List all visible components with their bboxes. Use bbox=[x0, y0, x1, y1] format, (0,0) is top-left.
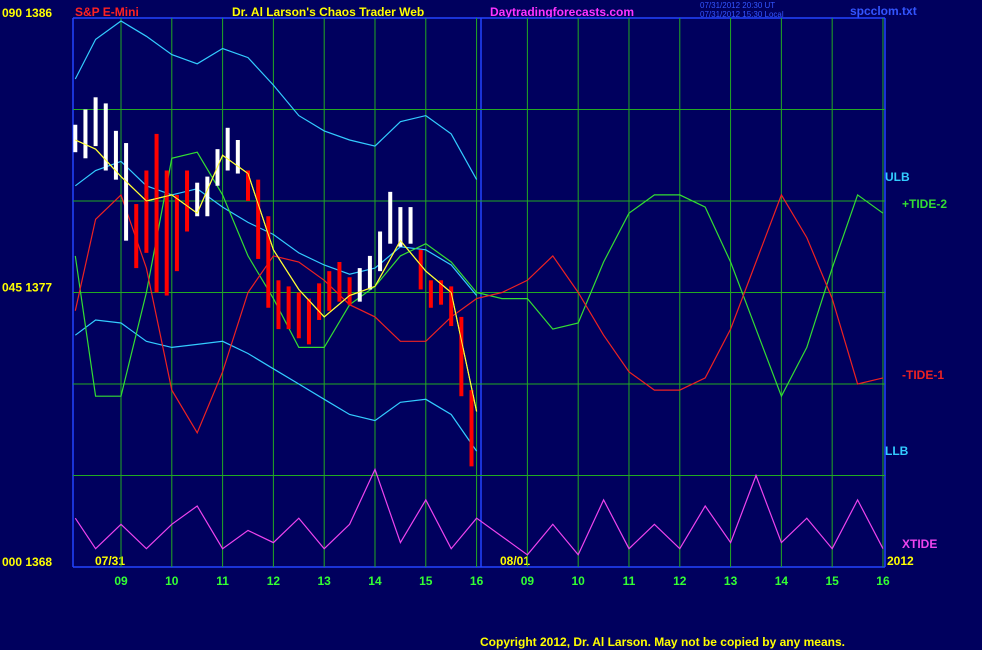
price-bar bbox=[388, 191, 393, 244]
price-bar bbox=[449, 286, 454, 327]
x-tick-label: 12 bbox=[267, 574, 281, 588]
price-bar bbox=[154, 133, 159, 293]
title: Dr. Al Larson's Chaos Trader Web bbox=[232, 5, 424, 19]
x-tick-label: 12 bbox=[673, 574, 687, 588]
x-tick-label: 14 bbox=[368, 574, 382, 588]
series-line bbox=[74, 151, 884, 398]
price-bar bbox=[439, 280, 444, 305]
y-tick-label: 045 1377 bbox=[2, 281, 52, 295]
price-bar bbox=[174, 194, 179, 272]
x-tick-label: 16 bbox=[470, 574, 484, 588]
series-label: +TIDE-2 bbox=[902, 197, 947, 211]
y-tick-label: 090 1386 bbox=[2, 6, 52, 20]
price-bar bbox=[225, 127, 230, 171]
x-tick-label: 13 bbox=[724, 574, 738, 588]
price-bar bbox=[428, 280, 433, 308]
series-label: ULB bbox=[885, 170, 910, 184]
price-bar bbox=[378, 231, 383, 272]
price-bar bbox=[266, 216, 271, 308]
price-bar bbox=[93, 97, 98, 147]
price-bar bbox=[469, 390, 474, 467]
series-line bbox=[74, 467, 884, 556]
x-tick-label: 11 bbox=[216, 574, 229, 588]
series-line bbox=[74, 193, 884, 435]
price-bar bbox=[418, 249, 423, 290]
site: Daytradingforecasts.com bbox=[490, 5, 634, 19]
price-bar bbox=[286, 286, 291, 330]
x-tick-label: 10 bbox=[572, 574, 586, 588]
price-bar bbox=[73, 124, 78, 153]
price-bar bbox=[398, 207, 403, 247]
series-label: -TIDE-1 bbox=[902, 368, 944, 382]
price-bar bbox=[306, 298, 311, 345]
price-bar bbox=[459, 316, 464, 397]
price-bar bbox=[327, 271, 332, 311]
y-tick-label: 000 1368 bbox=[2, 555, 52, 569]
x-tick-label: 15 bbox=[419, 574, 433, 588]
price-bar bbox=[185, 170, 190, 232]
x-tick-label: 16 bbox=[876, 574, 890, 588]
x-tick-label: 09 bbox=[114, 574, 128, 588]
date-label: 07/31 bbox=[95, 554, 125, 568]
x-tick-label: 15 bbox=[825, 574, 839, 588]
price-bar bbox=[347, 277, 352, 305]
price-bar bbox=[83, 109, 88, 159]
date-label: 2012 bbox=[887, 554, 914, 568]
price-bar bbox=[408, 207, 413, 244]
series-label: XTIDE bbox=[902, 537, 937, 551]
instrument: S&P E-Mini bbox=[75, 5, 139, 19]
price-bar bbox=[357, 268, 362, 302]
price-bar bbox=[113, 130, 118, 180]
price-bar bbox=[235, 140, 240, 174]
price-bar bbox=[317, 283, 322, 320]
date-label: 08/01 bbox=[500, 554, 530, 568]
price-bar bbox=[256, 179, 261, 259]
price-bar bbox=[245, 170, 250, 201]
series-line bbox=[74, 20, 478, 180]
price-bar bbox=[134, 204, 139, 269]
time-local: 07/31/2012 15:30 Local bbox=[700, 10, 784, 19]
x-tick-label: 09 bbox=[521, 574, 535, 588]
price-bar bbox=[195, 182, 200, 217]
price-bar bbox=[296, 292, 301, 339]
price-bar bbox=[337, 262, 342, 302]
series-line bbox=[75, 139, 478, 412]
price-bar bbox=[276, 280, 281, 330]
x-tick-label: 14 bbox=[775, 574, 789, 588]
price-bar bbox=[205, 176, 210, 217]
price-bar bbox=[124, 143, 129, 241]
price-bar bbox=[144, 170, 149, 253]
series-line bbox=[74, 319, 478, 452]
x-tick-label: 13 bbox=[318, 574, 332, 588]
price-bar bbox=[164, 170, 169, 296]
price-bar bbox=[103, 103, 108, 171]
copyright: Copyright 2012, Dr. Al Larson. May not b… bbox=[480, 635, 845, 649]
price-bar bbox=[367, 255, 372, 290]
x-tick-label: 10 bbox=[165, 574, 179, 588]
series-line bbox=[74, 160, 478, 296]
file-name: spcclom.txt bbox=[850, 4, 917, 18]
series-label: LLB bbox=[885, 444, 909, 458]
time-ut: 07/31/2012 20:30 UT bbox=[700, 1, 775, 10]
x-tick-label: 11 bbox=[623, 574, 636, 588]
